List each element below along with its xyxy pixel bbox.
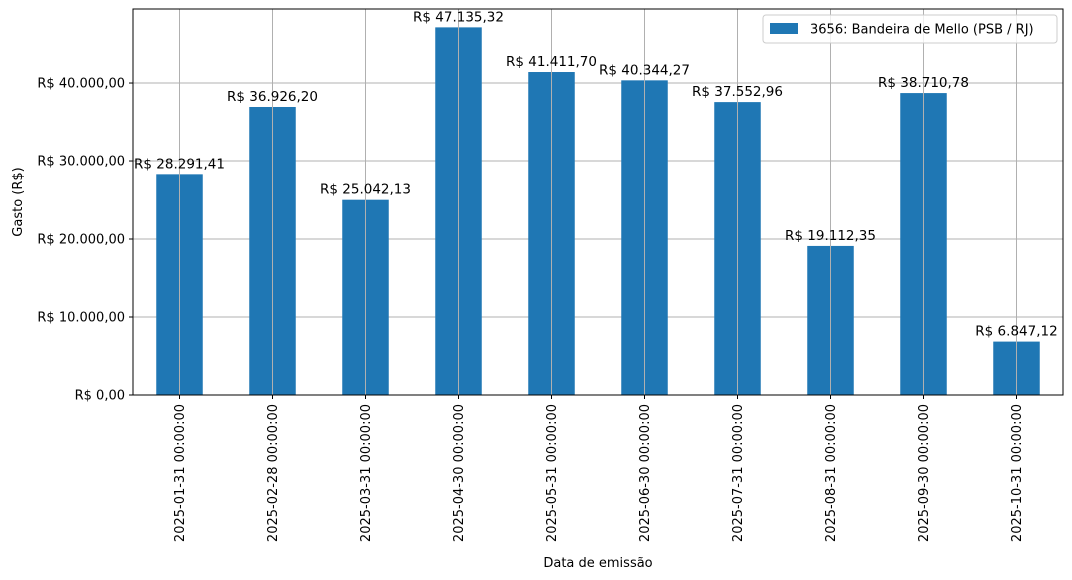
data-labels: R$ 28.291,41 R$ 36.926,20 R$ 25.042,13 R$ 4…: [134, 9, 1058, 339]
bar-value-label: R$ 36.926,20: [227, 89, 318, 105]
x-tick-label: 2025-05-31 00:00:00: [545, 404, 560, 542]
bar-value-label: R$ 41.411,70: [506, 54, 597, 70]
x-tick-label: 2025-03-31 00:00:00: [359, 404, 374, 542]
bar-value-label: R$ 19.112,35: [785, 228, 876, 244]
y-tick-label: R$ 40.000,00: [37, 77, 125, 92]
bar-value-label: R$ 37.552,96: [692, 84, 783, 100]
y-tick-label: R$ 30.000,00: [37, 155, 125, 170]
y-tick-label: R$ 10.000,00: [37, 311, 125, 326]
plot-frame: [132, 8, 1064, 396]
legend: 3656: Bandeira de Mello (PSB / RJ): [762, 14, 1058, 44]
y-axis-label: Gasto (R$): [11, 167, 26, 236]
x-tick-label: 2025-07-31 00:00:00: [731, 404, 746, 542]
x-axis: 2025-01-31 00:00:00 2025-02-28 00:00:00 20…: [173, 395, 1025, 542]
x-tick-label: 2025-09-30 00:00:00: [917, 404, 932, 542]
bar-value-label: R$ 47.135,32: [413, 9, 504, 25]
bar-value-label: R$ 28.291,41: [134, 156, 225, 172]
y-tick-label: R$ 0,00: [75, 389, 125, 404]
y-axis: R$ 0,00 R$ 10.000,00 R$ 20.000,00 R$ 30.000…: [37, 77, 133, 404]
bar-value-label: R$ 6.847,12: [975, 324, 1057, 340]
x-tick-label: 2025-02-28 00:00:00: [266, 404, 281, 542]
x-axis-label: Data de emissão: [543, 556, 652, 571]
legend-swatch: [770, 23, 798, 34]
vertical-grid-lines: [179, 9, 1017, 395]
bar-value-label: R$ 40.344,27: [599, 62, 690, 78]
x-tick-label: 2025-04-30 00:00:00: [452, 404, 467, 542]
x-tick-label: 2025-01-31 00:00:00: [173, 404, 188, 542]
bar-value-label: R$ 38.710,78: [878, 75, 969, 91]
bar-value-label: R$ 25.042,13: [320, 182, 411, 198]
y-tick-label: R$ 20.000,00: [37, 233, 125, 248]
x-tick-label: 2025-08-31 00:00:00: [824, 404, 839, 542]
x-tick-label: 2025-10-31 00:00:00: [1010, 404, 1025, 542]
x-tick-label: 2025-06-30 00:00:00: [638, 404, 653, 542]
legend-entry: 3656: Bandeira de Mello (PSB / RJ): [810, 23, 1034, 38]
legend-box: [762, 14, 1058, 44]
